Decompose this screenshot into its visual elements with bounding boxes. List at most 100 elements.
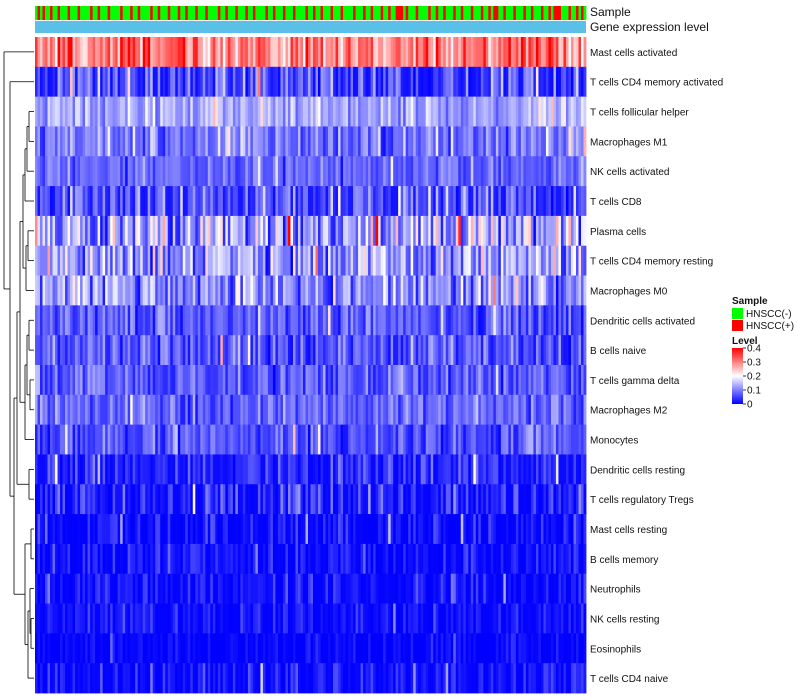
heatmap-cell (323, 663, 326, 694)
heatmap-cell (355, 126, 359, 157)
heatmap-cell (35, 454, 38, 485)
heatmap-cell (538, 573, 542, 604)
heatmap-cell (50, 245, 53, 276)
heatmap-cell (498, 37, 502, 68)
heatmap-cell (132, 305, 136, 336)
heatmap-cell (375, 305, 379, 336)
heatmap-cell (558, 633, 562, 664)
heatmap-cell (230, 305, 234, 336)
heatmap-cell (45, 305, 48, 336)
heatmap-cell (122, 633, 126, 664)
heatmap-cell (560, 215, 564, 247)
heatmap-cell (135, 663, 139, 694)
heatmap-cell (57, 663, 61, 694)
heatmap-cell (533, 335, 537, 366)
heatmap-cell (217, 394, 221, 426)
sample-annotation-cell (375, 6, 379, 20)
sample-annotation-cell (490, 6, 494, 20)
heatmap-cell (242, 424, 246, 455)
heatmap-cell (425, 365, 429, 396)
heatmap-cell (215, 305, 219, 336)
heatmap-cell (237, 335, 241, 366)
heatmap-cell (37, 633, 41, 664)
heatmap-cell (235, 215, 239, 247)
heatmap-cell (523, 275, 527, 306)
sample-annotation-cell (62, 6, 66, 20)
heatmap-cell (295, 96, 299, 127)
heatmap-cell (287, 275, 291, 306)
heatmap-cell (493, 126, 497, 157)
heatmap-cell (260, 663, 264, 694)
heatmap-cell (535, 633, 539, 664)
heatmap-cell (453, 365, 457, 396)
heatmap-cell (95, 215, 99, 247)
heatmap-cell (510, 215, 514, 247)
heatmap-cell (245, 633, 249, 664)
heatmap-cell (523, 394, 527, 426)
heatmap-cell (380, 484, 384, 515)
heatmap-cell (403, 335, 407, 366)
sample-annotation-cell (495, 6, 499, 20)
heatmap-cell (308, 215, 311, 247)
heatmap-cell (468, 394, 472, 426)
heatmap-cell (533, 126, 537, 157)
heatmap-cell (520, 126, 524, 157)
heatmap-cell (410, 663, 414, 694)
heatmap-cell (575, 424, 579, 455)
heatmap-cell (408, 484, 412, 515)
heatmap-cell (360, 633, 364, 664)
heatmap-cell (280, 37, 284, 68)
heatmap-cell (333, 394, 336, 426)
heatmap-cell (235, 394, 239, 426)
heatmap-cell (350, 66, 354, 98)
heatmap-cell (110, 305, 114, 336)
heatmap-cell (240, 335, 244, 366)
heatmap-cell (130, 37, 134, 68)
heatmap-cell (80, 96, 83, 127)
heatmap-cell (142, 484, 146, 515)
heatmap-cell (540, 245, 544, 276)
heatmap-cell (160, 96, 164, 127)
heatmap-cell (383, 335, 387, 366)
sample-annotation-cell (257, 6, 261, 20)
heatmap-cell (415, 424, 419, 455)
sample-annotation-cell (240, 6, 244, 20)
heatmap-cell (413, 573, 417, 604)
heatmap-cell (47, 454, 51, 485)
heatmap-cell (468, 245, 472, 276)
heatmap-cell (152, 186, 156, 217)
heatmap-cell (290, 66, 294, 98)
heatmap-cell (318, 215, 321, 247)
heatmap-cell (207, 394, 211, 426)
heatmap-cell (378, 37, 382, 68)
heatmap-cell (97, 126, 101, 157)
heatmap-cell (55, 186, 58, 217)
heatmap-cell (245, 126, 249, 157)
heatmap-cell (247, 215, 251, 247)
heatmap-cell (127, 663, 131, 694)
heatmap-cell (548, 37, 552, 68)
heatmap-cell (508, 394, 512, 426)
heatmap-cell (200, 126, 204, 157)
heatmap-cell (483, 66, 487, 98)
heatmap-cell (107, 186, 111, 217)
heatmap-cell (262, 394, 266, 426)
heatmap-cell (45, 633, 48, 664)
heatmap-cell (470, 603, 474, 634)
heatmap-cell (503, 514, 507, 545)
heatmap-cell (495, 305, 499, 336)
heatmap-cell (470, 66, 474, 98)
heatmap-cell (185, 365, 189, 396)
heatmap-cell (533, 543, 537, 575)
heatmap-cell (140, 424, 144, 455)
heatmap-cell (297, 514, 301, 545)
sample-annotation-cell (415, 6, 419, 20)
heatmap-cell (277, 186, 281, 217)
heatmap-cell (393, 66, 397, 98)
heatmap-cell (140, 514, 144, 545)
heatmap-cell (282, 663, 286, 694)
heatmap-cell (205, 543, 209, 575)
heatmap-cell (245, 37, 249, 68)
heatmap-cell (192, 365, 196, 396)
sample-annotation-cell (578, 6, 582, 20)
